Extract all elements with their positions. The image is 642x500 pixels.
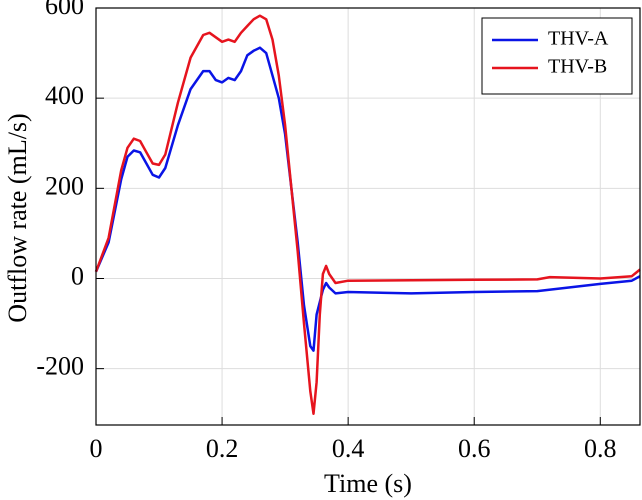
y-tick-label: -200: [36, 352, 84, 381]
legend-box: [481, 17, 633, 95]
x-tick-label: 0.4: [332, 434, 365, 463]
x-tick-label: 0.2: [206, 434, 239, 463]
legend-label: THV-A: [548, 28, 609, 50]
x-tick-label: 0: [90, 434, 103, 463]
y-tick-label: 600: [45, 0, 84, 20]
plot-frame: [95, 7, 641, 426]
x-tick-label: 0.6: [458, 434, 491, 463]
legend-label: THV-B: [548, 56, 607, 78]
line: [94, 46, 641, 352]
y-tick-label: 200: [45, 171, 84, 200]
x-axis-label: Time (s): [324, 469, 412, 498]
y-tick-label: 0: [71, 261, 84, 290]
y-tick-label: 400: [45, 81, 84, 110]
line: [94, 14, 641, 415]
x-tick-label: 0.8: [584, 434, 617, 463]
y-axis-label: Outflow rate (mL/s): [3, 113, 32, 322]
